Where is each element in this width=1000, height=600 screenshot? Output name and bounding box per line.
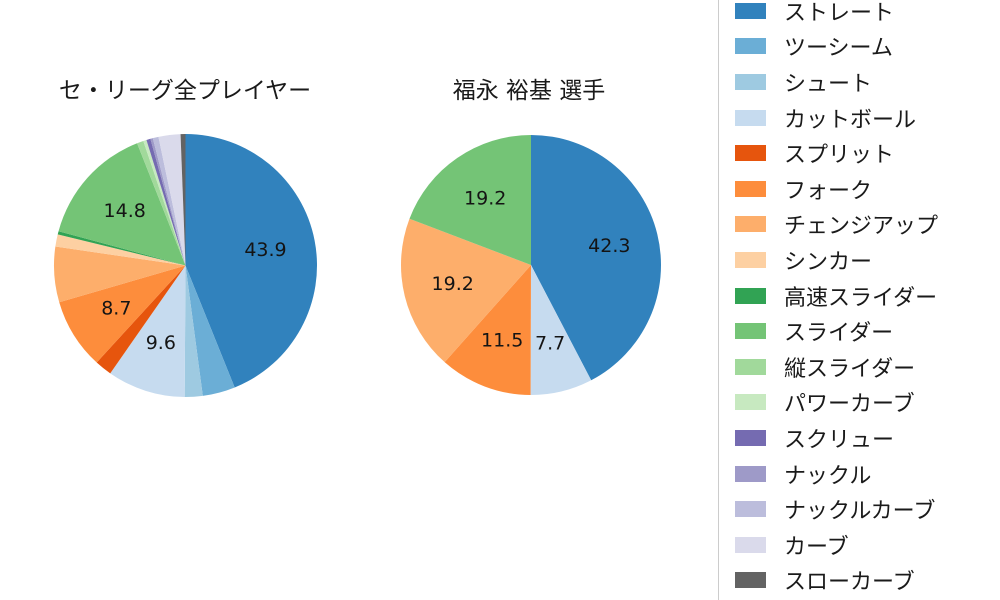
legend-item: カットボール (735, 100, 1000, 136)
legend-item-label: カットボール (784, 107, 917, 133)
legend-item: シンカー (735, 242, 1000, 278)
legend-item-label: ナックル (784, 463, 872, 489)
legend: ストレートツーシームシュートカットボール スプリットフォークチェンジアップ シンカー… (718, 0, 1000, 600)
legend-item-label: フォーク (784, 178, 873, 204)
pie-value-label: 19.2 (432, 273, 474, 295)
legend-color-swatch (735, 429, 766, 446)
legend-item-label: シンカー (784, 249, 873, 275)
legend-item: ナックル (735, 456, 1000, 492)
legend-item: 高速スライダー (735, 278, 1000, 314)
legend-item-label: 高速スライダー (784, 285, 938, 311)
legend-item: チェンジアップ (735, 207, 1000, 243)
pie-slice (444, 265, 531, 395)
legend-color-swatch (735, 501, 766, 518)
pie-slice (53, 246, 186, 303)
legend-item: ストレート (735, 0, 1000, 29)
pie-slice (158, 134, 186, 266)
pie-value-label: 43.9 (244, 239, 286, 261)
pie-slice (143, 139, 186, 266)
pie-slice (96, 265, 186, 374)
legend-item-label: チェンジアップ (784, 214, 939, 240)
legend-item: ナックルカーブ (735, 491, 1000, 527)
pie-value-label: 9.6 (146, 332, 176, 354)
legend-color-swatch (735, 109, 766, 126)
pie-slice (409, 135, 531, 265)
pie-slice (185, 134, 318, 388)
pie-slice (150, 138, 186, 266)
pie-value-label: 11.5 (481, 329, 523, 351)
legend-item: スライダー (735, 313, 1000, 349)
pie-slice (184, 265, 203, 398)
chart-title-player: 福永 裕基 選手 (452, 78, 606, 104)
pie-slice (400, 218, 531, 363)
pie-slice (530, 265, 592, 396)
pie-value-label: 42.3 (588, 235, 630, 257)
legend-color-swatch (735, 394, 766, 411)
legend-color-swatch (735, 73, 766, 90)
pie-slice (185, 265, 235, 396)
pie-value-label: 19.2 (464, 188, 506, 210)
legend-item-label: カーブ (784, 534, 849, 560)
legend-item: スクリュー (735, 420, 1000, 456)
legend-color-swatch (735, 38, 766, 55)
pie-value-label: 8.7 (101, 298, 131, 320)
legend-color-swatch (735, 572, 766, 589)
pie-slice (57, 231, 186, 266)
pie-slice (110, 265, 186, 397)
legend-item-label: ナックルカーブ (784, 499, 936, 525)
legend-color-swatch (735, 358, 766, 375)
legend-color-swatch (735, 323, 766, 340)
legend-item-label: スローカーブ (784, 570, 915, 596)
pie-slice (137, 140, 186, 266)
legend-item-label: スプリット (784, 143, 895, 169)
legend-color-swatch (735, 251, 766, 268)
legend-item: シュート (735, 64, 1000, 100)
legend-item: スローカーブ (735, 563, 1000, 599)
chart-title-league: セ・リーグ全プレイヤー (58, 78, 312, 104)
legend-item: フォーク (735, 171, 1000, 207)
legend-color-swatch (735, 2, 766, 19)
legend-color-swatch (735, 216, 766, 233)
pie-slice (58, 143, 186, 266)
pie-value-label: 7.7 (535, 332, 565, 354)
legend-item: ツーシーム (735, 29, 1000, 65)
pie-slice (180, 133, 186, 266)
legend-item: カーブ (735, 527, 1000, 563)
legend-item-label: シュート (784, 71, 873, 97)
pie-slice (59, 265, 186, 363)
pie-value-label: 14.8 (104, 200, 146, 222)
legend-item-label: ストレート (784, 0, 895, 26)
pie-slice (531, 135, 661, 381)
legend-item-label: パワーカーブ (784, 392, 915, 418)
legend-item-label: スライダー (784, 321, 894, 347)
legend-color-swatch (735, 180, 766, 197)
pie-slice (55, 234, 186, 266)
legend-item-label: スクリュー (784, 427, 895, 453)
legend-item: スプリット (735, 135, 1000, 171)
legend-color-swatch (735, 465, 766, 482)
legend-color-swatch (735, 145, 766, 162)
pie-slice (146, 138, 186, 266)
legend-item-label: ツーシーム (784, 36, 893, 62)
pie-chart-league: 43.9 9.6 8.7 14.8 (53, 133, 318, 398)
legend-item-label: 縦スライダー (784, 356, 916, 382)
legend-item: パワーカーブ (735, 385, 1000, 421)
pie-chart-player: 42.3 7.7 11.5 19.2 19.2 (400, 135, 661, 396)
pie-slice (152, 136, 186, 266)
legend-item: 縦スライダー (735, 349, 1000, 385)
legend-color-swatch (735, 287, 766, 304)
legend-color-swatch (735, 536, 766, 553)
